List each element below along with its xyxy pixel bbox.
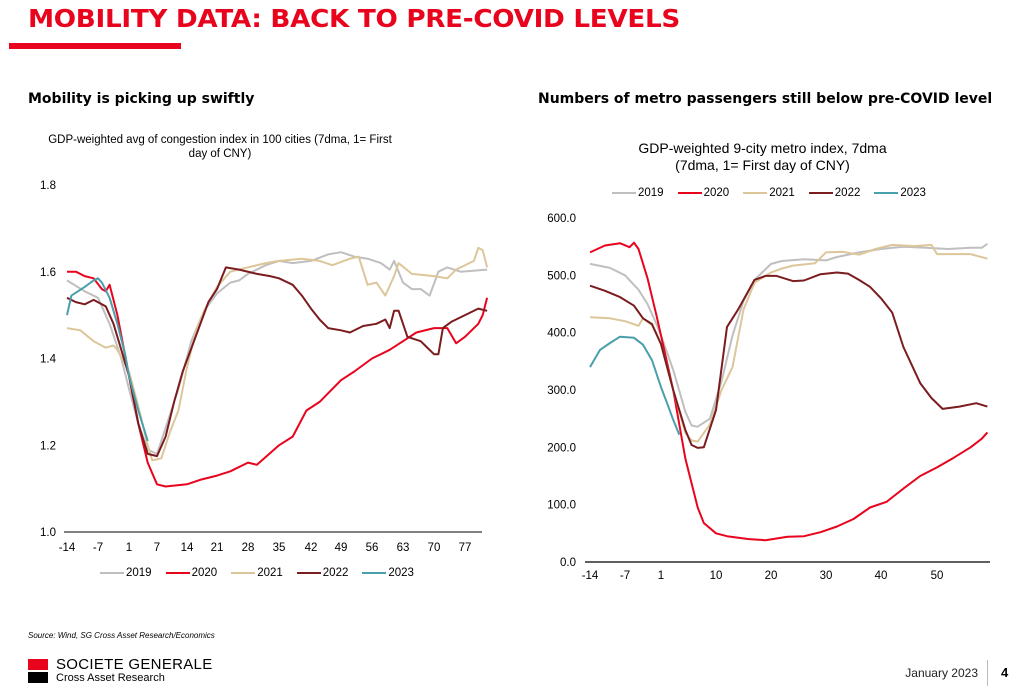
- left-series-line-2023: [66, 277, 149, 442]
- right-y-tick-label: 0.0: [560, 557, 576, 569]
- right-legend-item-2019: 2019: [612, 187, 664, 199]
- right-x-tick-label: 40: [875, 570, 888, 582]
- legend-label-2021: 2021: [769, 187, 795, 199]
- right-chart-subtitle-line2: (7dma, 1= First day of CNY): [675, 157, 850, 173]
- left-panel-title: Mobility is picking up swiftly: [28, 91, 255, 107]
- right-legend-item-2021: 2021: [743, 187, 795, 199]
- left-x-tick-label: 63: [397, 542, 410, 554]
- legend-swatch-2020: [677, 192, 702, 194]
- left-x-tick-label: 56: [366, 542, 379, 554]
- right-x-tick-label: 20: [765, 570, 778, 582]
- right-y-tick-label: 100.0: [547, 500, 576, 512]
- footer-divider: [987, 660, 988, 686]
- left-series-line-2019: [66, 251, 488, 455]
- legend-swatch-2022: [296, 572, 321, 574]
- right-series-line-2022: [589, 271, 988, 449]
- right-y-tick-label: 500.0: [547, 270, 576, 282]
- left-chart-subtitle: GDP-weighted avg of congestion index in …: [20, 133, 420, 161]
- left-x-tick-label: 49: [335, 542, 348, 554]
- right-y-tick-label: 300.0: [547, 385, 576, 397]
- right-legend-item-2022: 2022: [808, 187, 861, 199]
- left-x-tick-label: 42: [305, 542, 318, 554]
- left-y-tick-label: 1.6: [40, 267, 56, 279]
- legend-label-2023: 2023: [900, 187, 926, 199]
- legend-swatch-2019: [100, 572, 124, 574]
- right-chart-subtitle-line1: GDP-weighted 9-city metro index, 7dma: [638, 140, 887, 156]
- left-chart-subtitle-line1: GDP-weighted avg of congestion index in …: [48, 134, 392, 146]
- left-x-tick-label: 77: [459, 542, 472, 554]
- left-legend-item-2022: 2022: [296, 567, 349, 579]
- right-chart-subtitle: GDP-weighted 9-city metro index, 7dma (7…: [590, 140, 935, 174]
- left-legend-item-2021: 2021: [231, 567, 283, 579]
- legend-swatch-2023: [874, 192, 899, 194]
- left-series-line-2020: [67, 270, 489, 488]
- left-y-tick-label: 1.0: [40, 527, 56, 539]
- left-x-tick-label: 14: [181, 542, 194, 554]
- left-y-tick-label: 1.2: [40, 440, 56, 452]
- brand-subtitle: Cross Asset Research: [56, 672, 165, 684]
- left-y-tick-label: 1.8: [40, 180, 56, 192]
- right-y-tick-label: 400.0: [547, 328, 576, 340]
- page-title: MOBILITY DATA: BACK TO PRE-COVID LEVELS: [28, 4, 680, 33]
- legend-swatch-2020: [165, 572, 190, 574]
- left-x-tick-label: -7: [93, 542, 103, 554]
- left-y-tick-label: 1.4: [40, 354, 57, 366]
- right-chart: 0.0 100.0 200.0 300.0 400.0 500.0 600.0 -14 -7 1 1…: [547, 213, 990, 582]
- right-x-tick-label: -7: [620, 570, 630, 582]
- left-chart: 1.0 1.2 1.4 1.6 1.8 -14 -7 1 7 14 21 28 35 42 49 56 63 70…: [40, 180, 489, 554]
- left-x-tick-label: 7: [154, 542, 160, 554]
- brand-logo: SOCIETE GENERALE Cross Asset Research: [28, 657, 213, 685]
- right-x-tick-label: -14: [582, 570, 599, 582]
- left-legend-item-2023: 2023: [362, 567, 414, 579]
- right-x-tick-label: 50: [931, 570, 944, 582]
- right-series-line-2021: [589, 243, 988, 443]
- right-x-tick-label: 10: [710, 570, 723, 582]
- footer-date: January 2023: [905, 666, 978, 680]
- legend-label-2022: 2022: [322, 567, 349, 579]
- right-x-tick-label: 30: [820, 570, 833, 582]
- right-legend-item-2023: 2023: [874, 187, 926, 199]
- legend-label-2019: 2019: [126, 567, 152, 579]
- right-series-line-2020: [589, 241, 989, 542]
- source-note: Source: Wind, SG Cross Asset Research/Ec…: [28, 631, 215, 640]
- right-panel-title: Numbers of metro passengers still below …: [538, 91, 993, 107]
- legend-label-2020: 2020: [703, 187, 730, 199]
- title-underline: [9, 43, 181, 49]
- legend-label-2019: 2019: [638, 187, 664, 199]
- legend-swatch-2021: [231, 572, 256, 574]
- legend-label-2023: 2023: [388, 567, 414, 579]
- left-x-tick-label: -14: [59, 542, 76, 554]
- left-chart-subtitle-line2: day of CNY): [188, 148, 252, 160]
- left-x-tick-label: 35: [273, 542, 286, 554]
- legend-swatch-2023: [362, 572, 387, 574]
- legend-swatch-2021: [743, 192, 768, 194]
- brand-name: SOCIETE GENERALE: [56, 656, 213, 673]
- left-legend-item-2020: 2020: [165, 567, 218, 579]
- right-legend-item-2020: 2020: [677, 187, 730, 199]
- legend-label-2022: 2022: [834, 187, 861, 199]
- legend-label-2020: 2020: [191, 567, 218, 579]
- right-y-tick-label: 200.0: [547, 442, 576, 454]
- right-y-tick-label: 600.0: [547, 213, 576, 225]
- left-series-line-2022: [66, 266, 488, 458]
- right-chart-legend: 2019 2020 2021 2022 2023: [612, 187, 926, 199]
- right-series-line-2023: [589, 335, 681, 436]
- legend-label-2021: 2021: [257, 567, 283, 579]
- left-series-line-2021: [66, 246, 489, 462]
- societe-generale-logo-icon: [28, 659, 48, 683]
- legend-swatch-2022: [808, 192, 833, 194]
- left-x-tick-label: 70: [428, 542, 441, 554]
- left-x-tick-label: 21: [211, 542, 224, 554]
- legend-swatch-2019: [612, 192, 636, 194]
- page-number: 4: [1001, 665, 1009, 680]
- left-x-tick-label: 1: [126, 542, 132, 554]
- right-series-line-2019: [589, 242, 988, 428]
- right-x-tick-label: 1: [658, 570, 664, 582]
- left-legend-item-2019: 2019: [100, 567, 152, 579]
- left-x-tick-label: 28: [242, 542, 255, 554]
- left-chart-legend: 2019 2020 2021 2022 2023: [100, 567, 414, 579]
